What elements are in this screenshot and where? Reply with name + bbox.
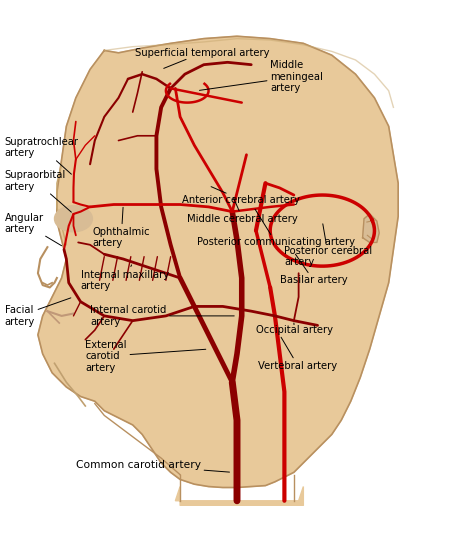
Text: Vertebral artery: Vertebral artery — [258, 337, 337, 371]
Polygon shape — [363, 214, 379, 242]
Text: Basilar artery: Basilar artery — [280, 254, 347, 285]
Text: Occipital artery: Occipital artery — [256, 323, 333, 335]
Text: Middle cerebral artery: Middle cerebral artery — [187, 198, 298, 224]
Text: Supraorbital
artery: Supraorbital artery — [5, 170, 72, 212]
Text: Middle
meningeal
artery: Middle meningeal artery — [200, 60, 323, 93]
Ellipse shape — [55, 206, 92, 232]
Text: Common carotid artery: Common carotid artery — [76, 460, 229, 472]
Text: Facial
artery: Facial artery — [5, 298, 71, 326]
Text: Internal maxillary
artery: Internal maxillary artery — [81, 265, 169, 291]
Polygon shape — [38, 36, 398, 488]
Text: External
carotid
artery: External carotid artery — [85, 339, 206, 373]
Text: Angular
artery: Angular artery — [5, 213, 62, 246]
Text: Posterior cerebral
artery: Posterior cerebral artery — [284, 224, 373, 267]
Text: Anterior cerebral artery: Anterior cerebral artery — [182, 187, 301, 205]
Text: Supratrochlear
artery: Supratrochlear artery — [5, 137, 79, 174]
Text: Ophthalmic
artery: Ophthalmic artery — [92, 207, 150, 249]
Text: Internal carotid
artery: Internal carotid artery — [90, 305, 234, 326]
Polygon shape — [175, 487, 303, 505]
Text: Superficial temporal artery: Superficial temporal artery — [135, 48, 270, 68]
Text: Posterior communicating artery: Posterior communicating artery — [197, 209, 355, 248]
